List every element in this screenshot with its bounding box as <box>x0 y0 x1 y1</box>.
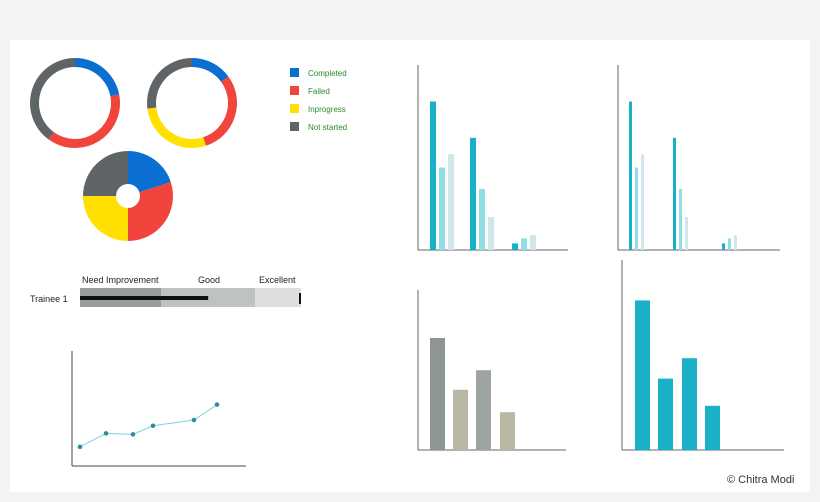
bar <box>439 167 445 250</box>
bar <box>734 235 737 250</box>
performance-bullet-chart: Need Improvement Good Excellent Trainee … <box>30 275 301 307</box>
donut-slice-completed <box>128 151 171 193</box>
bar <box>673 137 676 250</box>
bar <box>635 300 650 450</box>
performance-value-bar <box>80 296 209 300</box>
band-label-good: Good <box>198 275 220 285</box>
donut-slice-inprogress <box>147 107 206 148</box>
donut-slice-not-started <box>30 57 76 140</box>
legend-swatch <box>290 86 299 95</box>
legend-swatch <box>290 68 299 77</box>
line-point <box>130 432 136 437</box>
line-point <box>77 444 83 450</box>
status-legend: Completed Failed Inprogress Not started <box>290 68 347 132</box>
legend-label: Failed <box>308 87 330 96</box>
donut-chart-2 <box>147 58 237 148</box>
bar <box>521 238 527 250</box>
bar <box>453 389 468 450</box>
bar <box>722 243 725 250</box>
row-label-trainee: Trainee 1 <box>30 294 68 304</box>
donut-slice-not-started <box>83 151 128 196</box>
dashboard-board: Completed Failed Inprogress Not started Nee… <box>10 40 810 492</box>
bar <box>728 238 731 250</box>
line-point <box>103 431 109 436</box>
grouped-bar-chart-1 <box>417 65 568 251</box>
donut-chart-3 <box>83 151 174 241</box>
bar-chart-teal <box>621 260 784 451</box>
band-excellent <box>255 288 301 307</box>
grouped-bar-chart-2 <box>617 65 780 251</box>
bar <box>530 235 536 250</box>
bar <box>470 137 476 250</box>
line-point <box>150 423 156 429</box>
donut-slice-completed <box>75 58 120 97</box>
donut-chart-1 <box>30 57 121 148</box>
bar <box>685 217 688 250</box>
donut-slice-inprogress <box>83 196 128 241</box>
bar <box>705 405 720 450</box>
donut-slice-not-started <box>147 58 192 109</box>
line-point <box>191 417 197 423</box>
donut-slice-failed <box>48 94 121 148</box>
legend-swatch <box>290 104 299 113</box>
line-chart <box>71 351 246 467</box>
bar <box>488 217 494 250</box>
bar <box>629 101 632 250</box>
bar <box>641 154 644 250</box>
band-label-need-improvement: Need Improvement <box>82 275 159 285</box>
line-series <box>79 404 218 448</box>
credit-text: © Chitra Modi <box>727 474 794 486</box>
donut-slice-failed <box>128 182 174 241</box>
target-marker <box>299 293 301 304</box>
bar <box>682 358 697 450</box>
bar <box>635 167 638 250</box>
band-label-excellent: Excellent <box>259 275 296 285</box>
dashboard-canvas: Completed Failed Inprogress Not started Nee… <box>30 57 794 486</box>
legend-label: Inprogress <box>308 105 346 114</box>
bar <box>500 412 515 450</box>
bar <box>679 188 682 250</box>
bar-chart-gray <box>417 290 566 451</box>
donut-slice-completed <box>192 58 229 82</box>
bar <box>479 188 485 250</box>
bar <box>476 370 491 450</box>
bar <box>658 378 673 450</box>
line-point <box>214 402 220 407</box>
legend-label: Not started <box>308 123 347 132</box>
legend-swatch <box>290 122 299 131</box>
legend-label: Completed <box>308 69 347 78</box>
bar <box>430 338 445 450</box>
bar <box>448 154 454 250</box>
donut-slice-failed <box>203 76 237 146</box>
bar <box>430 101 436 250</box>
bar <box>512 243 518 250</box>
